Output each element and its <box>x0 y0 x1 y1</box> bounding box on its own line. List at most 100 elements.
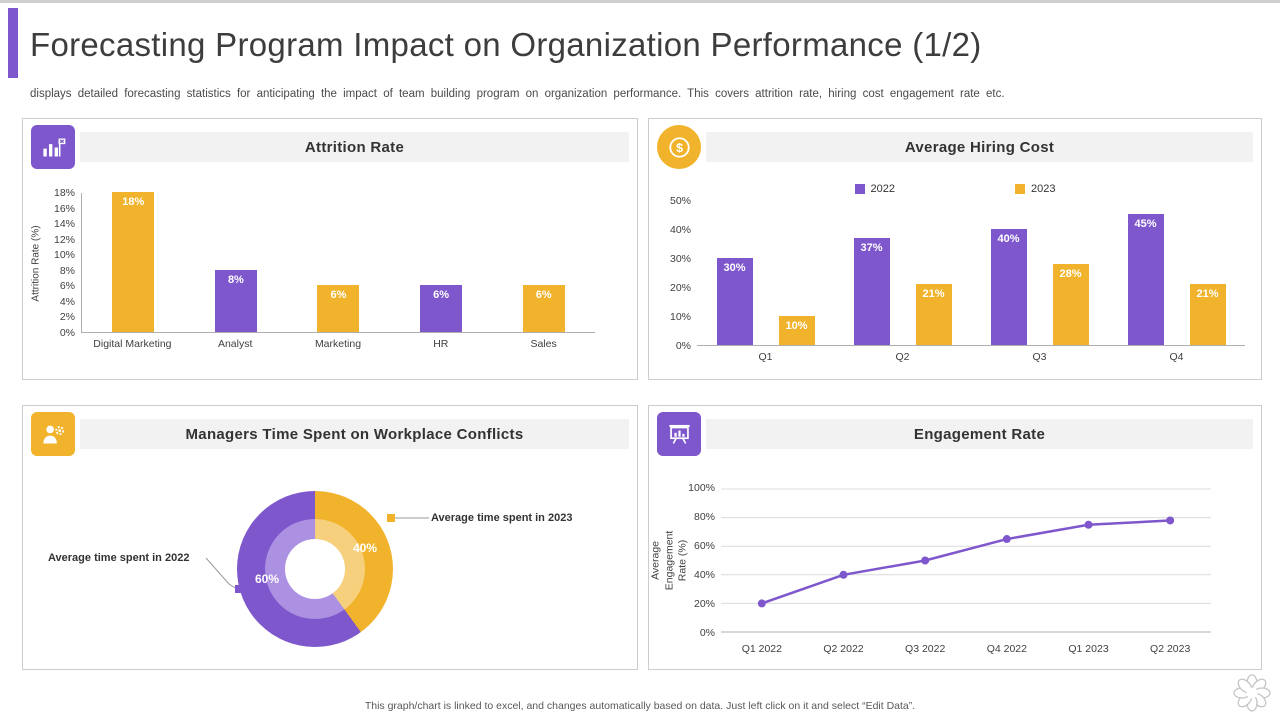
plot-main: 18% 8% 6% 6% 6% Digital Marketing Analyst Marke… <box>81 192 595 350</box>
panel-title: Average Hiring Cost <box>904 138 1055 156</box>
legend-swatch <box>854 184 865 194</box>
manager-time-icon <box>31 412 75 456</box>
slice-value-label-2022: 60% <box>255 572 280 586</box>
x-axis-label: Q2 2023 <box>1150 643 1191 655</box>
panel-header: Engagement Rate <box>649 406 1261 462</box>
y-axis-title: Attrition Rate (%) <box>30 224 42 302</box>
y-tick-label: 60% <box>693 540 715 552</box>
engagement-line[interactable] <box>761 519 1171 605</box>
y-axis-ticks: 18% 16% 14% 12% 10% 8% 6% 4% 2% 0% <box>45 188 81 338</box>
x-axis-label: Analyst <box>217 338 253 350</box>
y-tick-label: 10% <box>53 249 75 262</box>
bar-value-label: 8% <box>227 274 244 286</box>
callout-label-2022: Average time spent in 2022 <box>48 552 190 564</box>
plot-area[interactable]: 30% 10% 37% 21% 40% 28% 45% 21% <box>697 201 1245 346</box>
data-point[interactable] <box>921 556 930 565</box>
y-tick-label: 10% <box>669 311 691 323</box>
line-chart[interactable]: Average Engagement Rate (%) 100% 80% 60% 40%… <box>649 462 1261 655</box>
bar-chart[interactable]: 50% 40% 30% 20% 10% 0% 30% 10% 37% 21% 40% 28% 45% 21… <box>649 195 1261 363</box>
panel-managers-time-conflicts: Managers Time Spent on Workplace Conflic… <box>22 405 638 670</box>
panel-title-strip: Managers Time Spent on Workplace Conflic… <box>80 419 629 449</box>
y-axis-ticks: 100% 80% 60% 40% 20% 0% <box>685 482 721 639</box>
y-tick-label: 40% <box>669 224 691 236</box>
x-axis-label: Marketing <box>314 338 362 350</box>
hiring-cost-bar-chart[interactable]: 2022 2023 50% 40% 30% 20% 10% 0% 30% 10% 37% 21% 40%… <box>649 175 1261 363</box>
bar-chart-flag-icon <box>31 125 75 169</box>
bar-sales[interactable]: 6% <box>522 285 565 332</box>
bar-marketing[interactable]: 6% <box>317 285 360 332</box>
data-point[interactable] <box>1002 535 1011 544</box>
bar-value-label: 6% <box>433 289 450 301</box>
bar-hr[interactable]: 6% <box>420 285 463 332</box>
panel-title-strip: Average Hiring Cost <box>706 132 1253 162</box>
bar-q4-2023[interactable]: 21% <box>1189 284 1226 345</box>
legend-label: 2022 <box>870 183 895 195</box>
y-tick-label: 40% <box>693 569 715 581</box>
panel-attrition-rate: Attrition Rate Attrition Rate (%) 18% 16% 1… <box>22 118 638 380</box>
x-axis-label: Q4 2022 <box>986 643 1027 655</box>
bar-q3-2022[interactable]: 40% <box>990 229 1027 345</box>
donut-chart-area[interactable]: 40% 60% Average time spent in 2022 Average … <box>23 462 637 671</box>
bar-slot: 8% <box>185 193 288 332</box>
bar-slot: 6% <box>287 193 390 332</box>
data-point[interactable] <box>1166 516 1175 525</box>
plot-main: 30% 10% 37% 21% 40% 28% 45% 21% Q1 Q2 Q3 Q4 <box>697 201 1245 363</box>
donut-hole <box>285 539 345 599</box>
panel-average-hiring-cost: $ Average Hiring Cost 2022 2023 50% 40% 30% 2… <box>648 118 1262 380</box>
x-axis-label: Q3 <box>1032 351 1047 363</box>
x-axis-label: Digital Marketing <box>93 338 172 350</box>
bar-value-label: 21% <box>922 288 945 300</box>
slice-value-label-2023: 40% <box>353 541 378 555</box>
plot-area[interactable]: 18% 8% 6% 6% 6% <box>81 192 595 333</box>
bar-q2-2022[interactable]: 37% <box>853 238 890 345</box>
bar-q1-2023[interactable]: 10% <box>778 316 815 345</box>
subtitle: displays detailed forecasting statistics… <box>30 88 1005 100</box>
panel-title: Engagement Rate <box>913 425 1046 443</box>
y-tick-label: 20% <box>693 598 715 610</box>
bar-slot: 18% <box>82 192 185 332</box>
y-tick-label: 0% <box>59 326 75 339</box>
y-tick-label: 14% <box>53 218 75 231</box>
flower-decoration <box>1232 673 1272 718</box>
bar-value-label: 45% <box>1134 218 1157 230</box>
bar-analyst[interactable]: 8% <box>214 270 257 332</box>
x-axis-label: Q2 2022 <box>823 643 864 655</box>
y-tick-label: 8% <box>59 264 75 277</box>
bar-group-slot: 40% 28% <box>971 201 1108 345</box>
x-axis-label: Q2 <box>895 351 910 363</box>
x-axis-labels: Q1 2022 Q2 2022 Q3 2022 Q4 2022 Q1 2023 Q2 20… <box>721 638 1211 655</box>
x-axis-label: Sales <box>530 338 557 350</box>
bar-group-slot: 30% 10% <box>697 201 834 345</box>
panel-title: Managers Time Spent on Workplace Conflic… <box>185 425 524 443</box>
y-tick-label: 80% <box>693 511 715 523</box>
line-plot[interactable] <box>721 488 1211 633</box>
bar-digital-marketing[interactable]: 18% <box>112 192 155 332</box>
legend-item-2022[interactable]: 2022 <box>854 183 895 195</box>
y-tick-label: 30% <box>669 253 691 265</box>
conflicts-donut-chart[interactable]: 40% 60% Average time spent in 2022 Average … <box>23 462 637 671</box>
y-tick-label: 2% <box>59 311 75 324</box>
title-accent-bar <box>8 8 18 78</box>
attrition-bar-chart[interactable]: Attrition Rate (%) 18% 16% 14% 12% 10% 8% 6% 4% 2… <box>23 175 637 350</box>
bar-q1-2022[interactable]: 30% <box>716 258 753 345</box>
bar-group: 30% 10% <box>716 258 815 345</box>
data-point[interactable] <box>757 599 766 608</box>
legend-item-2023[interactable]: 2023 <box>1015 183 1055 195</box>
bar-q3-2023[interactable]: 28% <box>1052 264 1089 345</box>
bar-chart[interactable]: Attrition Rate (%) 18% 16% 14% 12% 10% 8% 6% 4% 2… <box>23 175 637 350</box>
bar-value-label: 21% <box>1196 288 1219 300</box>
data-point[interactable] <box>1084 520 1093 529</box>
presentation-chart-icon <box>657 412 701 456</box>
y-tick-label: 12% <box>53 233 75 246</box>
engagement-line-chart[interactable]: Average Engagement Rate (%) 100% 80% 60% 40%… <box>649 462 1261 655</box>
y-tick-label: 50% <box>669 195 691 207</box>
bar-q4-2022[interactable]: 45% <box>1127 214 1164 345</box>
y-tick-label: 6% <box>59 280 75 293</box>
bar-q2-2023[interactable]: 21% <box>915 284 952 345</box>
bar-value-label: 10% <box>785 320 808 332</box>
data-point[interactable] <box>839 570 848 579</box>
y-tick-label: 100% <box>688 482 715 494</box>
bar-group: 45% 21% <box>1127 214 1226 345</box>
y-axis-title-area: Average Engagement Rate (%) <box>650 488 689 633</box>
